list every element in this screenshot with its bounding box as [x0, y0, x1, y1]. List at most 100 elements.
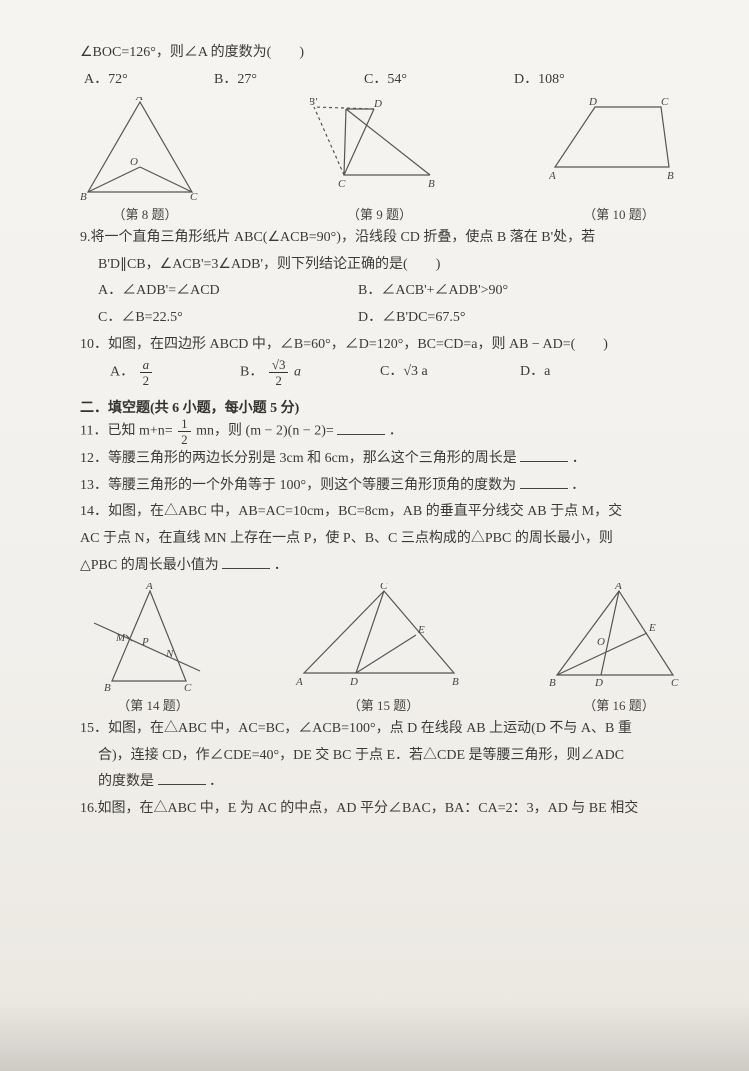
q8-optC: C．54°: [364, 67, 514, 94]
q13-blank: [520, 474, 568, 489]
q15-l1: 15．如图，在△ABC 中，AC=BC，∠ACB=100°，点 D 在线段 AB…: [80, 716, 689, 743]
q10-stem: 10．如图，在四边形 ABCD 中，∠B=60°，∠D=120°，BC=CD=a…: [80, 332, 689, 359]
q12-suf: ．: [572, 451, 586, 466]
q11-suf: ．: [389, 424, 403, 439]
q10-optB-suf: a: [294, 365, 301, 380]
svg-text:O: O: [597, 636, 605, 648]
q10-optB: B． √32 a: [240, 358, 380, 387]
fig9-svg: B' D C B: [310, 97, 450, 202]
q10-optD: D．a: [520, 359, 550, 386]
section2-header: 二．填空题(共 6 小题，每小题 5 分): [80, 397, 689, 417]
svg-text:N: N: [165, 648, 174, 660]
fig10-box: A B C D （第 10 题）: [549, 97, 689, 223]
svg-text:O: O: [130, 156, 138, 168]
svg-text:B: B: [104, 682, 111, 693]
q15-blank: [158, 770, 206, 785]
fig16-svg: A B C D E O: [549, 583, 689, 693]
svg-text:D: D: [349, 676, 358, 688]
fig15-caption: （第 15 题）: [294, 695, 474, 714]
q11-num: 1: [178, 417, 191, 432]
svg-text:E: E: [417, 624, 425, 636]
q9-opts-row2: C．∠B=22.5° D．∠B'DC=67.5°: [80, 305, 689, 332]
fig16-box: A B C D E O （第 16 题）: [549, 583, 689, 714]
fig14-box: A B C M N P （第 14 题）: [88, 583, 218, 714]
svg-text:E: E: [648, 622, 656, 634]
q8-optD: D．108°: [514, 67, 565, 94]
q14-l1: 14．如图，在△ABC 中，AB=AC=10cm，BC=8cm，AB 的垂直平分…: [80, 499, 689, 526]
q13-text: 13．等腰三角形的一个外角等于 100°，则这个等腰三角形顶角的度数为: [80, 478, 516, 493]
fig14-svg: A B C M N P: [88, 583, 218, 693]
svg-text:C: C: [338, 178, 346, 190]
svg-text:C: C: [671, 677, 679, 689]
svg-text:C: C: [190, 191, 198, 202]
fig8-box: A B C O （第 8 题）: [80, 97, 210, 223]
q9-l1: 9.将一个直角三角形纸片 ABC(∠ACB=90°)，沿线段 CD 折叠，使点 …: [80, 225, 689, 252]
page-bottom-shadow: [0, 1001, 749, 1071]
q14-suf: ．: [274, 558, 288, 573]
fig16-caption: （第 16 题）: [549, 695, 689, 714]
svg-text:D: D: [594, 677, 603, 689]
q8-optA: A．72°: [84, 67, 214, 94]
q10-optB-num: √3: [269, 358, 289, 373]
fig9-box: B' D C B （第 9 题）: [310, 97, 450, 223]
q14-l2: AC 于点 N，在直线 MN 上存在一点 P，使 P、B、C 三点构成的△PBC…: [80, 526, 689, 553]
q14-l3: △PBC 的周长最小值为 ．: [80, 553, 689, 580]
q9-optC: C．∠B=22.5°: [98, 305, 358, 332]
q15-suf: ．: [209, 774, 223, 789]
q14-blank: [222, 554, 270, 569]
q8-stem: ∠BOC=126°，则∠A 的度数为( ): [80, 40, 689, 67]
svg-text:A: A: [295, 676, 303, 688]
q9-optD: D．∠B'DC=67.5°: [358, 305, 465, 332]
q11: 11．已知 m+n= 12 mn，则 (m − 2)(n − 2)= ．: [80, 417, 689, 446]
svg-text:B': B': [310, 97, 318, 108]
q11-den: 2: [178, 432, 191, 446]
q9-optA: A．∠ADB'=∠ACD: [98, 278, 358, 305]
q10-optA-den: 2: [140, 373, 153, 387]
svg-text:B: B: [428, 178, 435, 190]
q10-optC: C．√3 a: [380, 359, 520, 386]
fig15-box: A B C D E （第 15 题）: [294, 583, 474, 714]
q16: 16.如图，在△ABC 中，E 为 AC 的中点，AD 平分∠BAC，BA：CA…: [80, 796, 689, 823]
svg-text:B: B: [667, 170, 674, 182]
q12-blank: [520, 447, 568, 462]
svg-text:C: C: [380, 583, 388, 592]
q9-optB: B．∠ACB'+∠ADB'>90°: [358, 278, 508, 305]
fig8-svg: A B C O: [80, 97, 210, 202]
q10-optB-den: 2: [269, 373, 289, 387]
fig15-svg: A B C D E: [294, 583, 474, 693]
svg-text:A: A: [145, 583, 153, 592]
q9-opts-row1: A．∠ADB'=∠ACD B．∠ACB'+∠ADB'>90°: [80, 278, 689, 305]
q8-options: A．72° B．27° C．54° D．108°: [84, 67, 689, 94]
q15-l2: 合)，连接 CD，作∠CDE=40°，DE 交 BC 于点 E．若△CDE 是等…: [80, 743, 689, 770]
fig10-svg: A B C D: [549, 97, 689, 202]
q10-optB-pre: B．: [240, 365, 263, 380]
svg-text:A: A: [549, 170, 556, 182]
q10-optA-pre: A．: [110, 365, 134, 380]
q11-pre: 11．已知 m+n=: [80, 424, 176, 439]
q15-l3: 的度数是 ．: [80, 769, 689, 796]
svg-text:B: B: [549, 677, 556, 689]
fig8-caption: （第 8 题）: [80, 204, 210, 223]
svg-text:B: B: [80, 191, 87, 202]
svg-text:D: D: [373, 98, 382, 110]
fig10-caption: （第 10 题）: [549, 204, 689, 223]
q9-l2: B'D∥CB，∠ACB'=3∠ADB'，则下列结论正确的是( ): [80, 252, 689, 279]
figure-row-mid: A B C M N P （第 14 题） A B: [88, 583, 689, 714]
q14-l3-text: △PBC 的周长最小值为: [80, 558, 219, 573]
q13: 13．等腰三角形的一个外角等于 100°，则这个等腰三角形顶角的度数为 ．: [80, 473, 689, 500]
svg-text:P: P: [141, 636, 149, 648]
q8-optB: B．27°: [214, 67, 364, 94]
q12-text: 12．等腰三角形的两边长分别是 3cm 和 6cm，那么这个三角形的周长是: [80, 451, 517, 466]
q11-blank: [337, 420, 385, 435]
svg-text:A: A: [614, 583, 622, 592]
svg-text:B: B: [452, 676, 459, 688]
q10-optA-num: a: [140, 358, 153, 373]
fig14-caption: （第 14 题）: [88, 695, 218, 714]
exam-page: ∠BOC=126°，则∠A 的度数为( ) A．72° B．27° C．54° …: [0, 0, 749, 1071]
q11-mid: mn，则 (m − 2)(n − 2)=: [196, 424, 337, 439]
q13-suf: ．: [571, 478, 585, 493]
svg-text:D: D: [588, 97, 597, 108]
fig9-caption: （第 9 题）: [310, 204, 450, 223]
svg-text:C: C: [184, 682, 192, 693]
svg-text:C: C: [661, 97, 669, 108]
